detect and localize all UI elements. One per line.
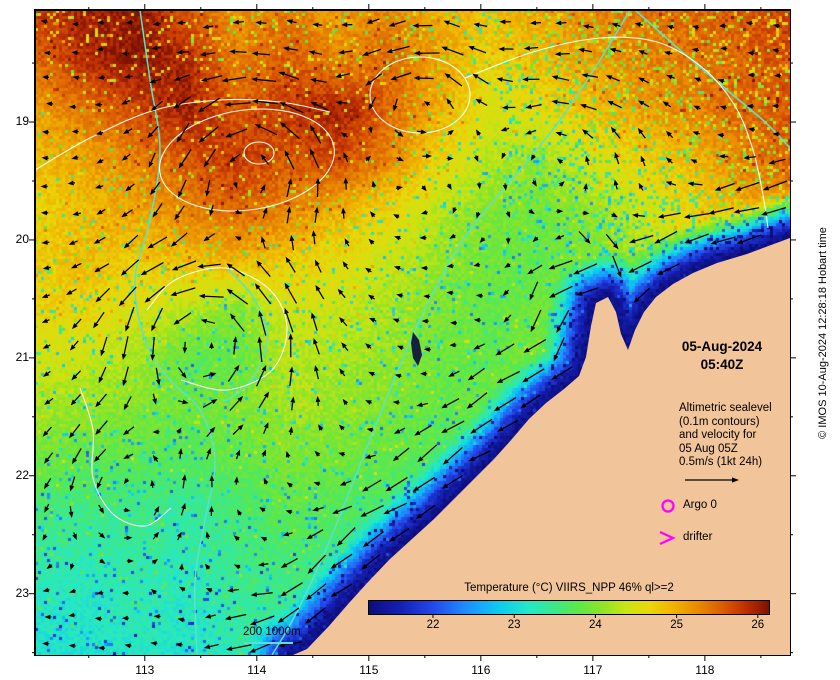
colorbar-tick-label: 24 <box>588 619 602 631</box>
time-label: 05:40Z <box>700 357 744 372</box>
date-label: 05-Aug-2024 <box>681 339 763 354</box>
legend-line-4: 05 Aug 05Z <box>679 442 738 455</box>
lat-tick-label: 20 <box>15 231 29 246</box>
drifter-label: drifter <box>683 531 713 543</box>
legend-line-5: 0.5m/s (1kt 24h) <box>679 456 763 468</box>
lon-tick-label: 115 <box>359 663 379 677</box>
isobath-scale-label: 200 1000m <box>243 626 301 638</box>
lat-tick-label: 22 <box>15 467 29 482</box>
lat-tick-label: 23 <box>15 585 29 600</box>
lat-tick-label: 19 <box>15 114 29 129</box>
legend-line-1: Altimetric sealevel <box>679 402 772 414</box>
colorbar-tick-label: 23 <box>507 619 521 631</box>
colorbar-tick-label: 22 <box>426 619 440 631</box>
colorbar-tick-label: 25 <box>670 619 683 631</box>
lon-tick-label: 117 <box>583 663 603 677</box>
map-overlay <box>35 10 790 655</box>
colorbar <box>368 600 770 615</box>
map-area: 05-Aug-2024 05:40Z Altimetric sealevel (… <box>34 9 791 656</box>
colorbar-title: Temperature (°C) VIIRS_NPP 46% ql>=2 <box>464 582 674 594</box>
lon-tick-label: 114 <box>247 663 267 677</box>
colorbar-tick-label: 26 <box>751 619 765 631</box>
lon-tick-label: 116 <box>471 663 491 677</box>
credit-text: © IMOS 10-Aug-2024 12:28:18 Hobart time <box>817 227 829 439</box>
lat-tick-label: 21 <box>15 349 29 364</box>
legend-line-2: (0.1m contours) <box>679 415 760 428</box>
argo-label: Argo 0 <box>683 499 717 511</box>
lon-tick-label: 113 <box>135 663 155 677</box>
lon-tick-label: 118 <box>695 663 715 677</box>
legend-line-3: and velocity for <box>679 429 757 441</box>
island <box>411 332 422 366</box>
